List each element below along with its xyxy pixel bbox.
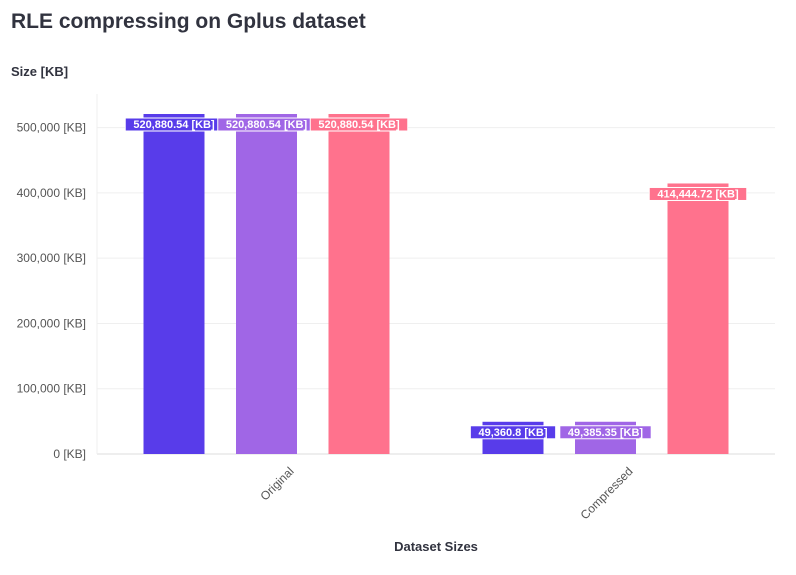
- data-label: 520,880.54 [KB]: [133, 119, 215, 131]
- data-label: 49,385.35 [KB]: [568, 427, 644, 439]
- data-label: 520,880.54 [KB]: [226, 119, 308, 131]
- y-tick-label: 400,000 [KB]: [17, 186, 86, 200]
- x-tick-label: Compressed: [578, 464, 636, 522]
- data-label-box: [648, 186, 748, 201]
- y-axis-title: Size [KB]: [11, 64, 69, 79]
- y-tick-label: 100,000 [KB]: [17, 382, 86, 396]
- bar: [328, 114, 390, 454]
- x-tick-label: Original: [257, 464, 296, 503]
- y-tick-label: 200,000 [KB]: [17, 316, 86, 330]
- data-label: 49,360.8 [KB]: [478, 427, 547, 439]
- chart-title: RLE compressing on Gplus dataset: [11, 10, 366, 33]
- bar: [143, 114, 205, 454]
- x-axis-title: Dataset Sizes: [394, 539, 478, 554]
- data-label: 414,444.72 [KB]: [657, 188, 739, 200]
- data-label-box: [309, 117, 409, 132]
- y-tick-label: 500,000 [KB]: [17, 121, 86, 135]
- bar: [236, 114, 297, 454]
- data-label-box: [469, 425, 557, 440]
- bar: [667, 183, 729, 454]
- y-tick-label: 0 [KB]: [53, 447, 86, 461]
- data-label: 520,880.54 [KB]: [318, 119, 400, 131]
- y-tick-label: 300,000 [KB]: [17, 251, 86, 265]
- data-label-box: [559, 425, 652, 440]
